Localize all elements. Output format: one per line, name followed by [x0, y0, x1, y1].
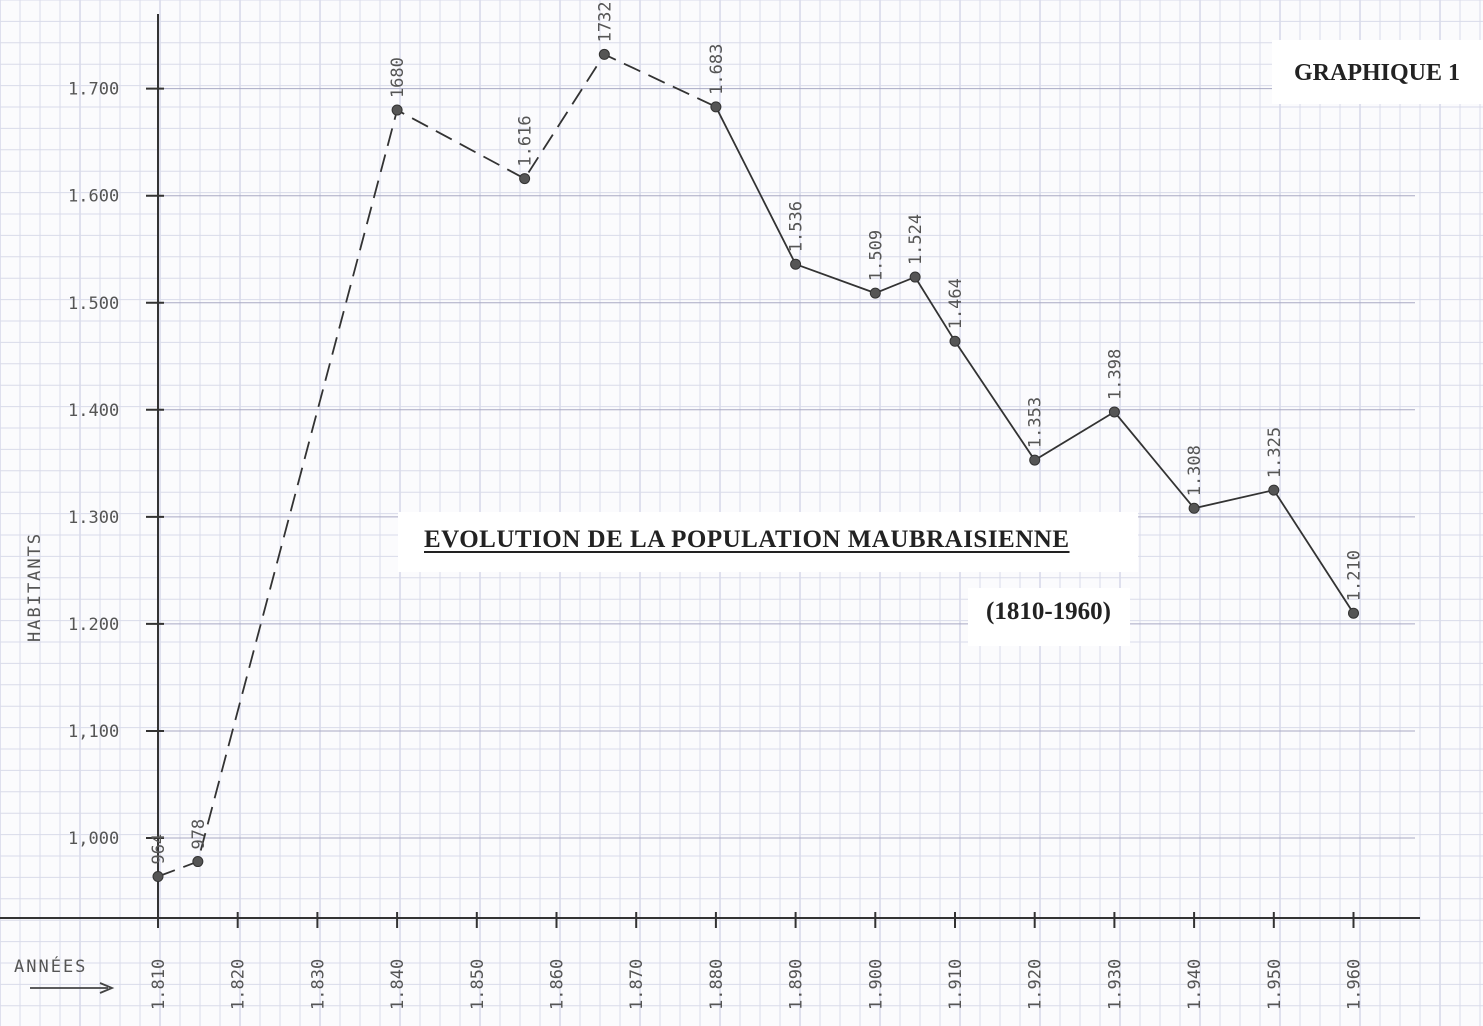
- figure-label: GRAPHIQUE 1: [1294, 60, 1461, 86]
- data-point: [391, 104, 403, 116]
- y-tick-label: 1,000: [68, 829, 119, 849]
- y-tick-label: 1,100: [68, 722, 119, 742]
- data-point: [192, 856, 204, 868]
- chart-subtitle-box: (1810-1960): [968, 588, 1130, 646]
- y-tick-label: 1.400: [68, 401, 119, 421]
- data-point: [598, 48, 610, 60]
- data-label: 1.616: [516, 115, 536, 166]
- data-label: 964: [149, 834, 169, 865]
- y-tick-label: 1.200: [68, 615, 119, 635]
- data-point: [710, 101, 722, 113]
- data-label: 1.325: [1265, 427, 1285, 478]
- chart-title: EVOLUTION DE LA POPULATION MAUBRAISIENNE: [424, 526, 1070, 553]
- x-tick-label: 1.960: [1345, 959, 1365, 1010]
- data-point: [1348, 607, 1359, 619]
- chart-axes: [0, 14, 1420, 928]
- y-tick-label: 1.600: [68, 187, 119, 207]
- x-axis-arrow-icon: [30, 982, 115, 994]
- data-point: [519, 173, 531, 185]
- y-tick-label: 1.500: [68, 294, 119, 314]
- data-point: [790, 258, 802, 270]
- data-label: 1.536: [787, 201, 807, 252]
- x-tick-label: 1.860: [548, 959, 568, 1010]
- data-point: [1029, 454, 1041, 466]
- data-label: 1732: [595, 1, 615, 42]
- series-line-solid: [715, 106, 1355, 614]
- x-tick-label: 1.870: [627, 959, 647, 1010]
- x-tick-label: 1.890: [787, 959, 807, 1010]
- data-label: 1.524: [906, 214, 926, 265]
- x-axis-title: ANNÉES: [14, 955, 87, 977]
- x-tick-label: 1.900: [866, 959, 886, 1010]
- data-point: [1188, 502, 1200, 514]
- data-labels: 964 978 1680 1.616 1732 1.683 1.536 1.509 1.524 1…: [149, 1, 1365, 864]
- x-tick-label: 1.880: [707, 959, 727, 1010]
- x-tick-label: 1.850: [468, 959, 488, 1010]
- data-point: [1268, 484, 1280, 496]
- x-tick-label: 1.920: [1026, 959, 1046, 1010]
- data-point: [1108, 406, 1120, 418]
- figure-label-box: GRAPHIQUE 1: [1272, 40, 1483, 104]
- series-lines: [157, 53, 1355, 878]
- x-tick-label: 1.950: [1265, 959, 1285, 1010]
- data-label: 1680: [388, 57, 408, 98]
- data-point: [949, 335, 961, 347]
- data-point: [909, 271, 921, 283]
- x-tick-label: 1.830: [308, 959, 328, 1010]
- data-label: 1.464: [946, 278, 966, 329]
- data-label: 978: [189, 819, 209, 850]
- chart-subtitle: (1810-1960): [986, 598, 1111, 625]
- x-tick-label: 1.940: [1185, 959, 1205, 1010]
- data-label: 1.398: [1105, 349, 1125, 400]
- data-label: 1.509: [866, 230, 886, 281]
- tick-labels: 1,000 1,100 1.200 1.300 1.400 1.500 1.600 1.700…: [68, 80, 1365, 1010]
- data-label: 1.210: [1345, 550, 1365, 601]
- x-tick-label: 1.840: [388, 959, 408, 1010]
- chart-title-box: EVOLUTION DE LA POPULATION MAUBRAISIENNE: [398, 512, 1138, 572]
- x-tick-label: 1.910: [946, 959, 966, 1010]
- y-axis-title: HABITANTS: [25, 532, 45, 642]
- data-point: [869, 287, 881, 299]
- data-points: [152, 48, 1359, 883]
- data-label: 1.308: [1185, 445, 1205, 496]
- axis-titles: HABITANTS ANNÉES: [14, 532, 115, 994]
- series-line-dashed: [157, 53, 717, 878]
- data-label: 1.683: [707, 44, 727, 95]
- y-tick-label: 1.700: [68, 80, 119, 100]
- y-tick-label: 1.300: [68, 508, 119, 528]
- data-label: 1.353: [1026, 397, 1046, 448]
- data-point: [152, 871, 164, 883]
- x-tick-label: 1.820: [229, 959, 249, 1010]
- x-tick-label: 1.810: [149, 959, 169, 1010]
- x-tick-label: 1.930: [1105, 959, 1125, 1010]
